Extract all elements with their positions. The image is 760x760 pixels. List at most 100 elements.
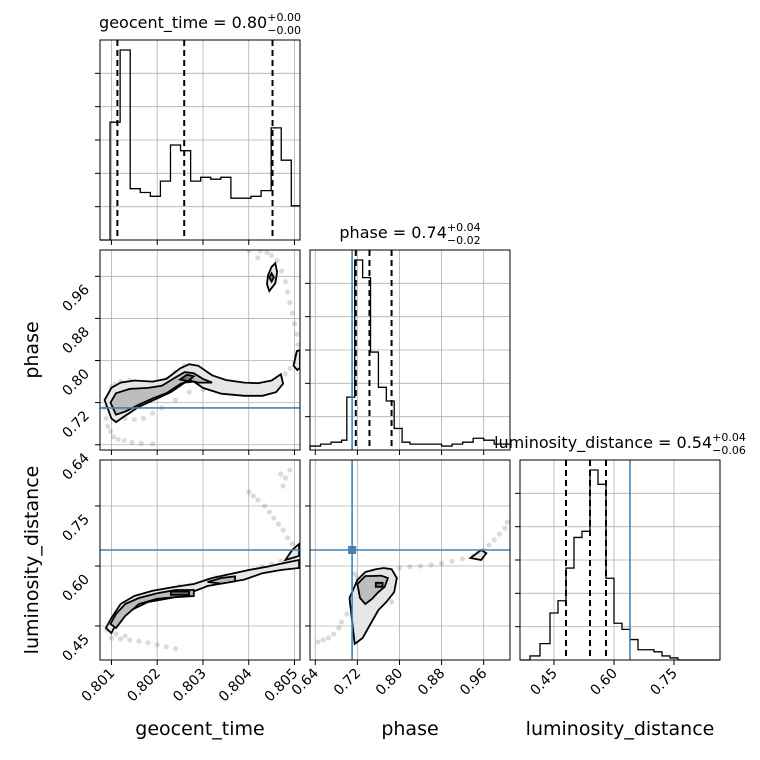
- scatter-point: [127, 637, 133, 643]
- x-tick-label: 0.75: [647, 666, 680, 699]
- contour-line-core: [268, 271, 275, 284]
- scatter-point: [449, 558, 455, 564]
- scatter-point: [246, 250, 252, 254]
- contour-line-outer: [292, 349, 300, 372]
- y-axis-label-luminosity_distance: luminosity_distance: [21, 466, 43, 655]
- scatter-point: [331, 631, 337, 637]
- panel-content: [310, 460, 510, 660]
- scatter-point: [289, 310, 295, 316]
- grid-lines: [100, 250, 300, 450]
- scatter-point: [496, 531, 503, 537]
- contour-line-outer: [103, 363, 285, 424]
- scatter-point: [145, 640, 151, 646]
- panel-title-luminosity_distance: luminosity_distance = 0.54+0.04 −0.06: [494, 431, 746, 457]
- title-minus: −0.06: [712, 444, 746, 457]
- panel-title-geocent_time: geocent_time = 0.80+0.00 −0.00: [99, 11, 301, 37]
- scatter-point: [280, 527, 286, 533]
- contour-line-core: [374, 581, 384, 588]
- contour-line-outer: [266, 261, 279, 294]
- grid-lines: [520, 460, 720, 660]
- histogram-phase: [309, 259, 510, 450]
- title-minus: −0.00: [267, 24, 301, 37]
- title-plus: +0.04: [447, 221, 481, 234]
- scatter-point: [163, 644, 169, 650]
- grid-lines: [100, 40, 300, 240]
- scatter-point: [486, 542, 492, 548]
- scatter-point: [172, 646, 179, 652]
- scatter-point: [294, 331, 300, 337]
- scatter-point: [428, 562, 434, 568]
- x-tick-label: 0.96: [457, 665, 490, 698]
- scatter-point: [140, 415, 147, 422]
- y-tick-label: 0.45: [59, 632, 92, 665]
- scatter-point: [407, 564, 413, 570]
- scatter-point: [504, 519, 510, 525]
- contour-line-outer: [348, 567, 398, 646]
- scatter-point: [122, 633, 128, 639]
- grid-lines: [310, 250, 510, 450]
- scatter-point: [438, 560, 445, 566]
- scatter-point: [278, 471, 284, 477]
- scatter-point: [113, 631, 119, 637]
- contour-line-inner: [356, 574, 390, 606]
- panel-frame: [309, 459, 511, 661]
- scatter-point: [275, 521, 282, 527]
- scatter-point: [150, 410, 156, 416]
- panel-frame: [99, 249, 301, 451]
- scatter-point: [186, 389, 192, 395]
- panel-title-phase: phase = 0.74+0.04 −0.02: [339, 221, 480, 247]
- x-axis-label-luminosity_distance: luminosity_distance: [526, 718, 715, 740]
- scatter-point: [289, 541, 295, 547]
- y-tick-label: 0.72: [59, 408, 92, 441]
- title-minus: −0.02: [447, 234, 481, 247]
- scatter-point: [285, 289, 291, 295]
- contour-line-outer: [468, 548, 488, 561]
- scatter-point: [280, 483, 286, 489]
- scatter-point: [282, 371, 288, 377]
- scatter-point: [131, 416, 137, 423]
- contour-line-core: [177, 373, 196, 383]
- y-tick-label: 0.80: [59, 366, 92, 399]
- scatter-point: [108, 635, 115, 641]
- x-tick-label: 0.80: [373, 666, 406, 699]
- y-axis-label-phase: phase: [21, 321, 43, 378]
- scatter-point: [269, 252, 275, 258]
- contour-line-outer: [104, 558, 300, 635]
- scatter-point: [287, 300, 293, 306]
- x-tick-label: 0.60: [587, 666, 620, 699]
- scatter-point: [266, 509, 272, 515]
- x-tick-label: 0.803: [170, 666, 210, 706]
- scatter-point: [344, 611, 350, 617]
- y-tick-label: 0.88: [59, 324, 92, 357]
- scatter-point: [117, 636, 124, 642]
- scatter-point: [287, 365, 293, 372]
- contour-fill-inner: [110, 372, 213, 415]
- scatter-point: [257, 250, 263, 254]
- scatter-point: [285, 535, 291, 541]
- title-prefix: geocent_time = 0.80: [99, 13, 267, 33]
- scatter-point: [315, 639, 321, 645]
- title-prefix: phase = 0.74: [339, 223, 446, 242]
- hist-panel-geocent_time: [95, 39, 301, 245]
- contour-fill-core: [375, 582, 383, 587]
- x-axis-label-geocent_time: geocent_time: [135, 718, 264, 740]
- histogram-geocent_time: [100, 49, 300, 241]
- scatter-point: [417, 563, 424, 569]
- title-plus: +0.00: [267, 11, 301, 24]
- contour-line-inner: [207, 575, 236, 585]
- scatter-point: [325, 635, 332, 641]
- scatter-point: [279, 268, 285, 274]
- truth-marker: [348, 546, 357, 554]
- scatter-point: [115, 436, 121, 443]
- scatter-point: [338, 619, 345, 625]
- y-tick-label: 0.60: [59, 572, 92, 605]
- contour-line-core: [170, 590, 191, 596]
- contour-line-outer: [283, 542, 300, 562]
- panel-content: [100, 467, 300, 652]
- scatter-point: [138, 440, 144, 446]
- grid-lines: [310, 460, 510, 660]
- scatter-point: [352, 571, 358, 577]
- contour-fill-outer: [293, 350, 300, 370]
- scatter-point: [278, 558, 284, 564]
